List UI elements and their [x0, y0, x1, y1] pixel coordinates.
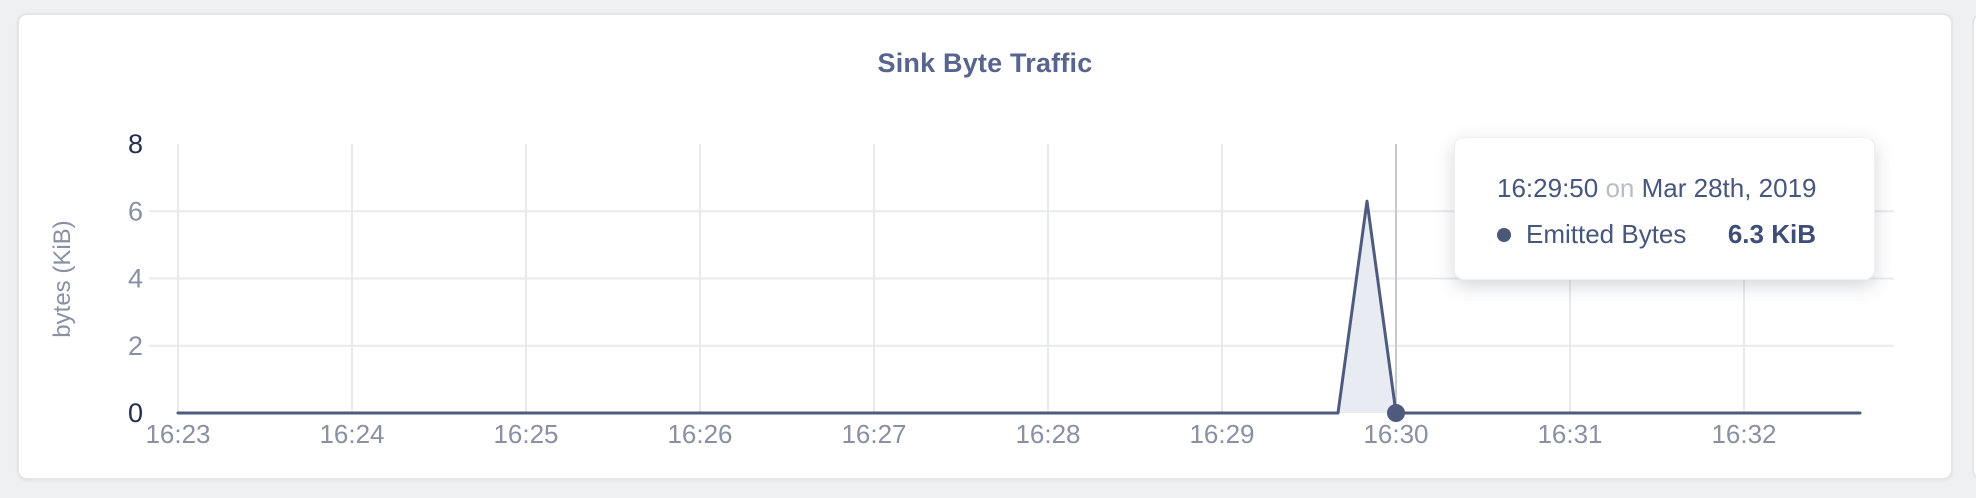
x-tick-label: 16:32: [1711, 419, 1776, 449]
adjacent-card-edge: [1972, 13, 1976, 480]
tooltip-header: 16:29:50 on Mar 28th, 2019: [1497, 173, 1817, 204]
x-tick-label: 16:23: [145, 419, 210, 449]
chart-title: Sink Byte Traffic: [877, 48, 1093, 78]
x-tick-label: 16:25: [493, 419, 558, 449]
hover-marker-dot: [1387, 404, 1405, 422]
x-tick-label: 16:28: [1015, 419, 1080, 449]
chart-card: Sink Byte Traffic bytes (KiB) 16:23 16:24…: [17, 13, 1953, 480]
y-tick-label: 6: [128, 196, 143, 226]
y-tick-label: 0: [128, 398, 143, 428]
series-line: [176, 199, 1862, 415]
x-tick-label: 16:29: [1189, 419, 1254, 449]
tooltip-date: Mar 28th, 2019: [1641, 173, 1817, 203]
x-tick-label: 16:30: [1363, 419, 1428, 449]
tooltip-value: 6.3 KiB: [1727, 219, 1816, 249]
chart-tooltip: 16:29:50 on Mar 28th, 2019 Emitted Bytes…: [1454, 137, 1875, 280]
tooltip-time: 16:29:50: [1497, 173, 1599, 203]
series-bullet-icon: [1497, 227, 1511, 242]
x-tick-label: 16:26: [667, 419, 732, 449]
tooltip-on-label: on: [1605, 173, 1635, 203]
x-tick-label: 16:31: [1537, 419, 1602, 449]
y-tick-label: 4: [128, 264, 143, 294]
tooltip-series-row: Emitted Bytes 6.3 KiB: [1497, 219, 1816, 250]
x-tick-label: 16:24: [319, 419, 384, 449]
x-tick-label: 16:27: [841, 419, 906, 449]
y-tick-label: 2: [128, 331, 143, 361]
tooltip-series-label: Emitted Bytes: [1526, 219, 1687, 249]
y-tick-label: 8: [128, 129, 143, 159]
